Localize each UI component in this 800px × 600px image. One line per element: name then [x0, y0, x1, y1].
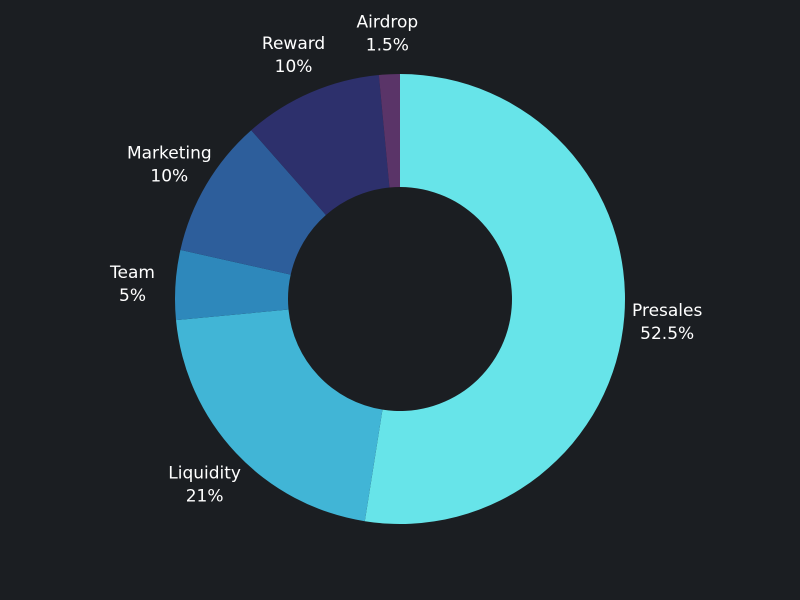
slice-name: Airdrop: [357, 12, 419, 32]
slices-layer: [175, 74, 626, 524]
slice-label-reward: Reward 10%: [262, 34, 325, 77]
slice-label-marketing: Marketing 10%: [127, 144, 212, 187]
slice-name: Liquidity: [168, 463, 241, 483]
slice-value-label: 52.5%: [640, 324, 694, 344]
slice-value-label: 10%: [150, 167, 188, 187]
slice-value-label: 10%: [275, 57, 313, 77]
slice-name: Presales: [632, 301, 702, 321]
slice-label-liquidity: Liquidity 21%: [168, 463, 241, 506]
slice-name: Marketing: [127, 144, 212, 164]
slice-airdrop: [378, 74, 400, 188]
slice-marketing: [180, 130, 326, 275]
slice-label-presales: Presales 52.5%: [632, 301, 702, 344]
slice-presales: [364, 74, 626, 524]
slice-value-label: 21%: [186, 486, 224, 506]
slice-label-team: Team 5%: [109, 263, 155, 306]
slice-team: [175, 249, 291, 321]
slice-name: Team: [109, 263, 155, 283]
labels-layer: Presales 52.5% Liquidity 21% Team 5% Marketing…: [109, 12, 702, 506]
slice-reward: [251, 74, 390, 215]
slice-name: Reward: [262, 34, 325, 54]
slice-value-label: 1.5%: [366, 35, 409, 55]
slice-liquidity: [175, 309, 383, 522]
slice-value-label: 5%: [119, 286, 146, 306]
slice-label-airdrop: Airdrop 1.5%: [357, 12, 419, 55]
